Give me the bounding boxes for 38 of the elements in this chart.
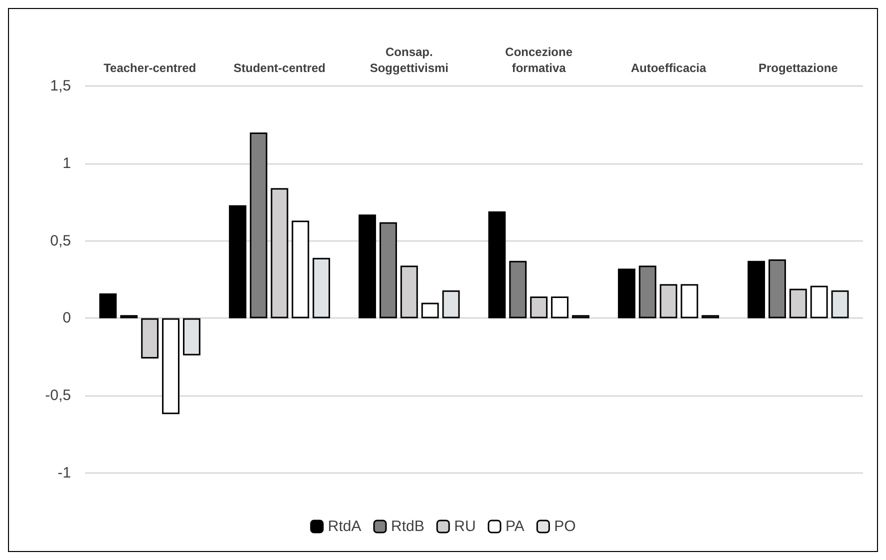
y-tick-label: 0,5 (50, 232, 71, 250)
bar (509, 260, 527, 318)
bar (551, 296, 568, 318)
x-tick-label: Autoefficacia (630, 61, 706, 75)
legend-label: RtdB (391, 518, 424, 535)
x-tick-label: Concezione formativa (505, 45, 573, 75)
y-tick-label: 1,5 (50, 78, 71, 94)
bar (250, 132, 268, 318)
x-tick-label: Consap. Soggettivismi (370, 45, 449, 75)
y-tick-label: 0 (62, 310, 71, 327)
y-tick-label: 1 (62, 154, 71, 172)
bar (488, 211, 506, 318)
bar (182, 318, 200, 356)
bar (228, 205, 246, 318)
y-tick-label: -1 (58, 464, 71, 482)
bar (292, 220, 310, 318)
bar (358, 214, 376, 318)
bar (99, 293, 117, 318)
x-tick-label: Teacher-centred (104, 61, 196, 75)
bar (680, 284, 698, 318)
bar (312, 258, 330, 318)
bar (810, 286, 828, 318)
legend-label: RU (454, 518, 476, 535)
bar (421, 302, 439, 318)
bar (748, 260, 766, 318)
bar (638, 266, 656, 318)
bar (831, 290, 849, 318)
legend-label: PO (554, 518, 576, 535)
legend-label: PA (506, 518, 524, 535)
bar (442, 290, 460, 318)
bar (162, 318, 180, 414)
bar (380, 222, 397, 318)
x-tick-label: Student-centred (233, 61, 326, 75)
bar (768, 259, 786, 318)
x-tick-label: Progettazione (758, 61, 838, 75)
legend-label: RtdA (328, 518, 362, 535)
y-tick-label: -0,5 (45, 387, 71, 404)
bar (618, 268, 636, 318)
